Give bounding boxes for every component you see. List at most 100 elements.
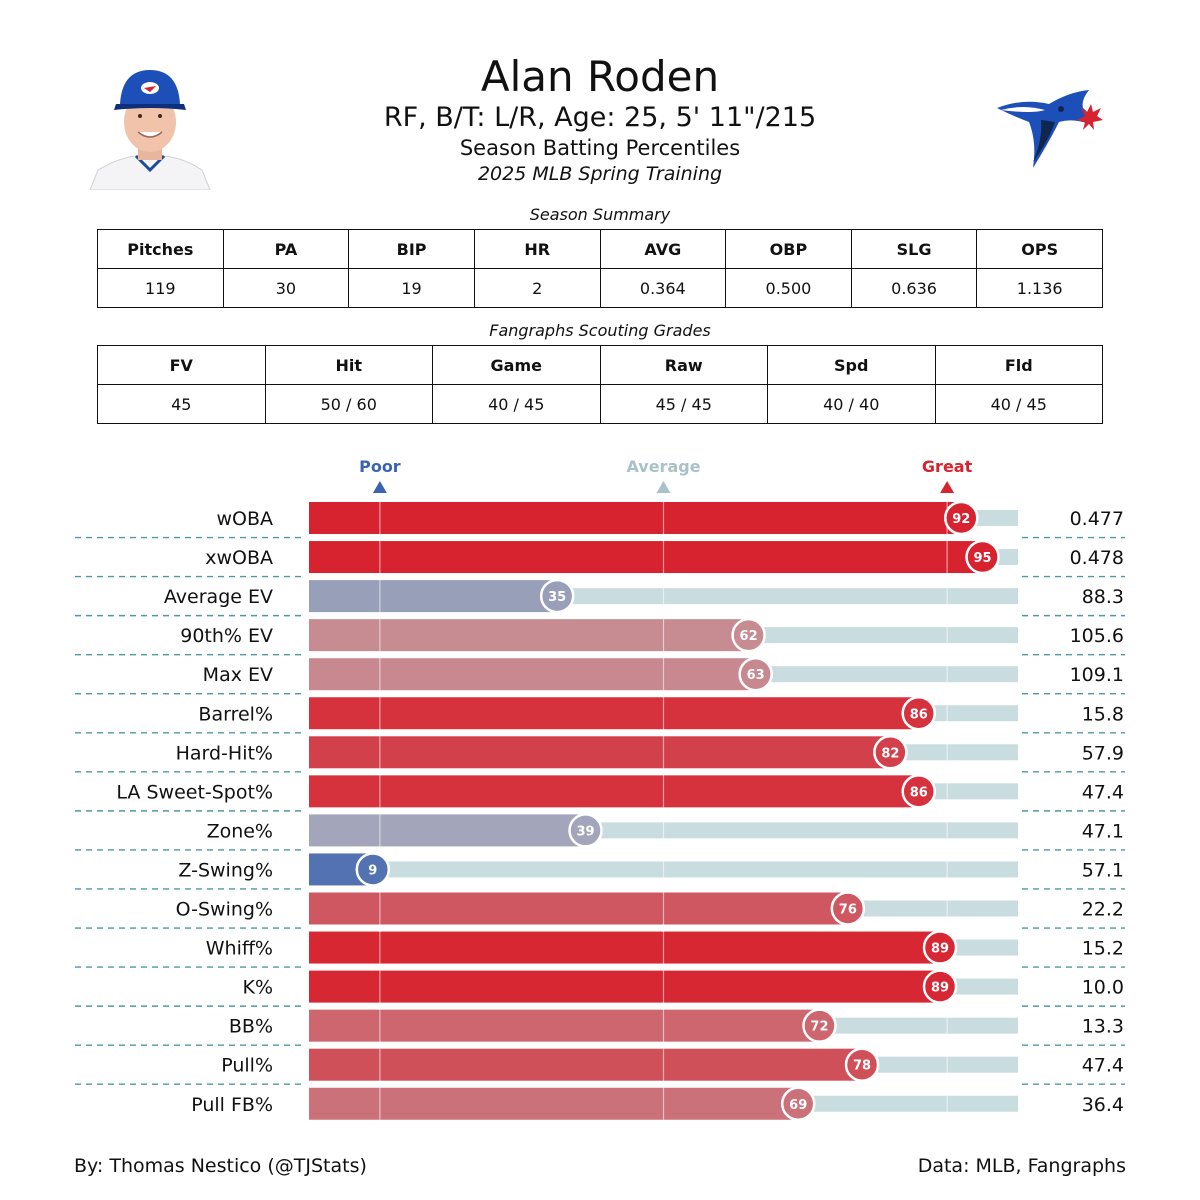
percentile-bar xyxy=(309,970,941,1003)
table-cell: 40 / 45 xyxy=(432,384,601,424)
percentile-marker xyxy=(873,735,908,770)
table-header-cell: HR xyxy=(473,229,601,269)
percentile-bar xyxy=(309,1048,863,1081)
percentile-value-label: 62 xyxy=(740,629,758,644)
percentile-marker xyxy=(901,696,936,731)
stat-value: 105.6 xyxy=(1070,625,1124,647)
category-label: Pull FB% xyxy=(191,1094,273,1116)
percentile-bar xyxy=(309,931,941,964)
stat-value: 109.1 xyxy=(1070,664,1124,686)
table-header-cell: PA xyxy=(222,229,350,269)
table-header-cell: Fld xyxy=(934,345,1103,385)
percentile-marker xyxy=(568,813,603,848)
percentile-marker xyxy=(539,578,575,614)
category-label: LA Sweet-Spot% xyxy=(116,781,273,803)
percentile-marker xyxy=(355,852,391,887)
percentile-bar xyxy=(309,814,586,847)
percentile-marker xyxy=(901,774,936,809)
stat-value: 0.477 xyxy=(1070,508,1124,530)
table-cell: 40 / 40 xyxy=(767,384,936,424)
percentile-marker xyxy=(780,1086,816,1121)
stat-value: 47.4 xyxy=(1082,781,1124,803)
percentile-bar xyxy=(309,580,558,613)
stat-value: 88.3 xyxy=(1082,586,1124,608)
event-label: 2025 MLB Spring Training xyxy=(477,163,723,185)
table-cell: 45 / 45 xyxy=(599,384,768,424)
stat-value: 22.2 xyxy=(1082,899,1124,921)
table-row: 119 30 19 2 0.364 0.500 0.636 1.136 xyxy=(97,268,1103,308)
season-summary-table: Pitches PA BIP HR AVG OBP SLG OPS 119 30… xyxy=(97,229,1103,308)
stat-value: 57.9 xyxy=(1082,742,1124,764)
percentile-value-label: 63 xyxy=(747,668,765,683)
category-label: K% xyxy=(242,977,273,999)
stat-value: 47.1 xyxy=(1082,820,1124,842)
category-label: Pull% xyxy=(221,1055,273,1077)
stat-value: 15.8 xyxy=(1082,703,1124,725)
percentile-value-label: 92 xyxy=(952,512,970,527)
scouting-grades-table: FV Hit Game Raw Spd Fld 45 50 / 60 40 / … xyxy=(97,345,1103,424)
stat-value: 10.0 xyxy=(1082,977,1124,999)
stat-value: 15.2 xyxy=(1082,938,1124,960)
chart-subtitle: Season Batting Percentiles xyxy=(459,136,741,160)
scouting-grades-title: Fangraphs Scouting Grades xyxy=(489,321,711,340)
table-header-cell: OPS xyxy=(976,229,1103,269)
percentile-bar xyxy=(309,658,756,691)
category-label: wOBA xyxy=(216,508,273,530)
table-cell: 1.136 xyxy=(976,268,1103,308)
stat-value: 47.4 xyxy=(1082,1055,1124,1077)
percentile-value-label: 86 xyxy=(910,785,928,800)
percentile-bar xyxy=(309,502,962,534)
percentile-value-label: 69 xyxy=(789,1098,807,1113)
percentile-marker xyxy=(802,1008,837,1043)
percentile-value-label: 82 xyxy=(881,746,899,761)
percentile-chart: Poor Average Great wOBA 0.477 xwOBA 0.478 Avera… xyxy=(75,457,1125,1121)
percentile-marker xyxy=(922,930,958,965)
table-cell: 0.636 xyxy=(850,268,978,308)
percentile-bar xyxy=(309,892,848,925)
table-cell: 0.500 xyxy=(725,268,852,308)
percentile-bar xyxy=(309,775,919,808)
scale-marker-arrow-icon xyxy=(372,481,387,493)
category-label: Max EV xyxy=(203,664,273,686)
percentile-marker xyxy=(731,617,766,653)
scale-marker-label: Average xyxy=(626,457,700,476)
percentile-value-label: 78 xyxy=(853,1059,871,1074)
scale-marker-arrow-icon xyxy=(940,481,955,493)
percentile-value-label: 9 xyxy=(368,863,377,878)
category-label: O-Swing% xyxy=(176,899,273,921)
table-header-cell: OBP xyxy=(725,229,852,269)
percentile-value-label: 89 xyxy=(931,942,949,957)
category-label: Hard-Hit% xyxy=(176,742,273,764)
table-cell: 40 / 45 xyxy=(934,384,1103,424)
percentile-bar xyxy=(309,697,919,730)
percentile-marker xyxy=(944,500,979,536)
percentile-marker xyxy=(922,969,958,1004)
percentile-bar xyxy=(309,736,891,769)
table-cell: 30 xyxy=(222,268,350,308)
percentile-value-label: 35 xyxy=(548,590,566,605)
percentile-bar xyxy=(309,619,749,652)
player-info: RF, B/T: L/R, Age: 25, 5' 11"/215 xyxy=(383,102,817,133)
percentile-bar xyxy=(309,1009,820,1042)
percentile-value-label: 95 xyxy=(974,551,992,566)
percentile-bar xyxy=(309,1087,799,1120)
season-summary-title: Season Summary xyxy=(529,205,671,224)
percentile-value-label: 39 xyxy=(576,824,594,839)
percentile-marker xyxy=(738,656,773,692)
category-label: BB% xyxy=(229,1016,273,1038)
percentile-marker xyxy=(830,891,866,926)
table-header-cell: Pitches xyxy=(97,229,224,269)
table-header-cell: Game xyxy=(432,345,601,385)
percentile-value-label: 89 xyxy=(931,981,949,996)
percentile-marker xyxy=(844,1047,880,1082)
percentile-value-label: 76 xyxy=(839,903,857,918)
category-label: Whiff% xyxy=(206,938,273,960)
category-label: xwOBA xyxy=(205,547,273,569)
percentile-value-label: 72 xyxy=(810,1020,828,1035)
table-cell: 0.364 xyxy=(599,268,727,308)
category-label: Zone% xyxy=(207,820,273,842)
data-source: Data: MLB, Fangraphs xyxy=(917,1155,1126,1177)
stat-value: 0.478 xyxy=(1070,547,1124,569)
table-cell: 50 / 60 xyxy=(264,384,433,424)
table-cell: 19 xyxy=(348,268,475,308)
